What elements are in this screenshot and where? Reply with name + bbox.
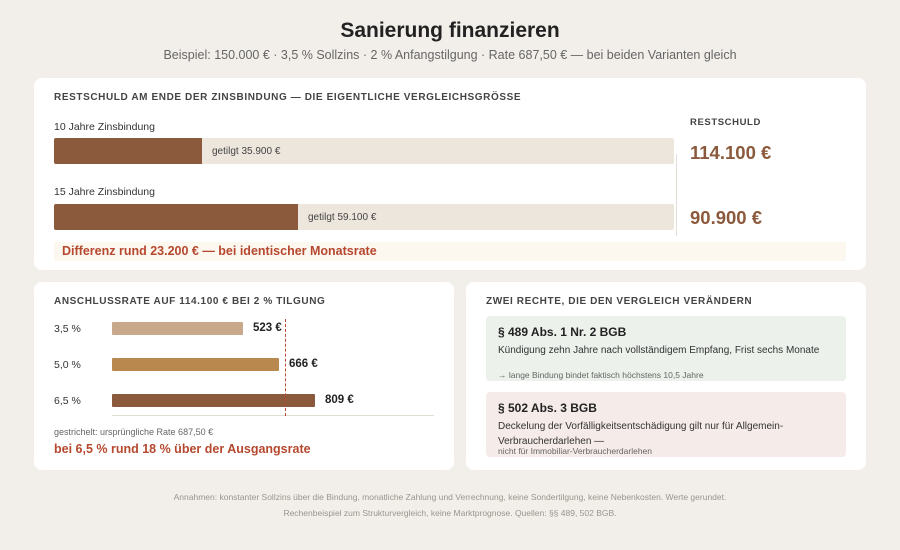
bar-label-15: 15 Jahre Zinsbindung [54,186,155,198]
law-desc-502: Deckelung der Vorfälligkeitsentschädigun… [498,421,784,447]
restschuld-track-10: getilgt 35.900 € [54,138,674,164]
difference-text: Differenz rund 23.200 € — bei identische… [62,244,377,258]
page-title: Sanierung finanzieren [340,19,560,42]
rechte-heading: Zwei Rechte, die den Vergleich verändern [486,296,753,307]
rate-bar-3-5 [112,322,243,335]
law-title-502: § 502 Abs. 3 BGB [498,401,597,415]
anschluss-highlight: bei 6,5 % rund 18 % über der Ausgangsrat… [54,442,311,456]
rate-bar-5-0 [112,358,279,371]
law-box-489 [486,316,846,381]
law-desc-489: Kündigung zehn Jahre nach vollständigem … [498,345,820,356]
anschluss-card [34,282,454,470]
restschuld-value-15: 90.900 € [690,207,763,228]
restschuld-value-10: 114.100 € [690,142,772,163]
paid-text-15: getilgt 59.100 € [308,211,377,223]
restschuld-card [34,78,866,270]
original-rate-reference-line [285,319,286,416]
rate-value-6-5: 809 € [325,394,354,406]
rate-label-6-5: 6,5 % [54,395,81,407]
reference-line-note: gestrichelt: ursprüngliche Rate 687,50 € [54,427,214,437]
rate-bar-6-5 [112,394,315,407]
restschuld-column-heading: RESTSCHULD [690,117,761,128]
paid-bar-10 [54,138,202,164]
law-title-489: § 489 Abs. 1 Nr. 2 BGB [498,325,627,339]
paid-bar-15 [54,204,298,230]
rate-value-5-0: 666 € [289,358,318,370]
rate-label-3-5: 3,5 % [54,323,81,335]
law-box-502 [486,392,846,457]
column-divider [676,154,677,236]
bar-label-10: 10 Jahre Zinsbindung [54,121,155,133]
rate-label-5-0: 5,0 % [54,359,81,371]
rate-axis-line [112,415,434,416]
law-note-489: → lange Bindung bindet faktisch höchsten… [498,370,704,380]
restschuld-track-15: getilgt 59.100 € [54,204,674,230]
footer-assumptions: Annahmen: konstanter Sollzins über die B… [173,492,727,502]
page-subtitle: Beispiel: 150.000 € · 3,5 % Sollzins · 2… [163,48,737,62]
restschuld-heading: Restschuld am Ende der Zinsbindung — die… [54,92,522,103]
rate-value-3-5: 523 € [253,322,282,334]
anschluss-heading: Anschlussrate auf 114.100 € bei 2 % Tilg… [54,296,326,307]
footer-sources: Rechenbeispiel zum Strukturvergleich, ke… [283,508,617,518]
paid-text-10: getilgt 35.900 € [212,145,281,157]
law-note-502: nicht für Immobiliar-Verbraucherdarlehen [498,446,653,456]
difference-box [54,242,846,261]
